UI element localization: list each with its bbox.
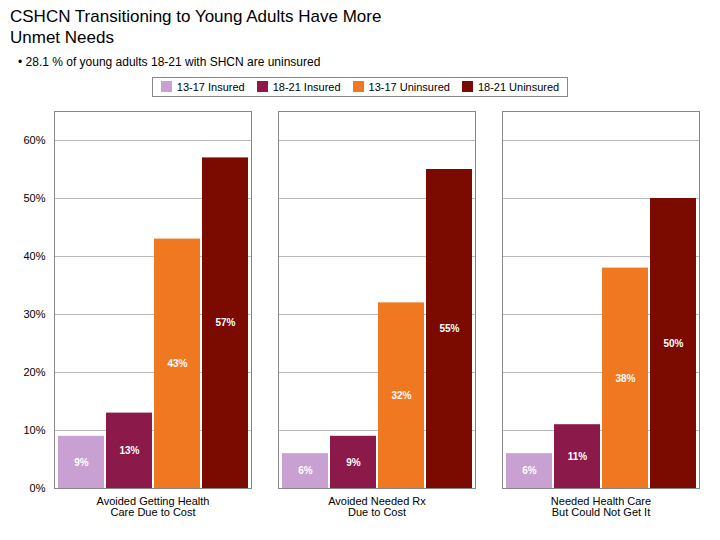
svg-text:10%: 10%	[23, 424, 45, 436]
svg-text:43%: 43%	[167, 358, 187, 369]
svg-text:32%: 32%	[391, 389, 411, 400]
svg-text:60%: 60%	[23, 134, 45, 146]
svg-text:50%: 50%	[23, 192, 45, 204]
svg-text:55%: 55%	[439, 323, 459, 334]
svg-text:40%: 40%	[23, 250, 45, 262]
svg-text:0%: 0%	[30, 482, 46, 494]
svg-text:30%: 30%	[23, 308, 45, 320]
html-text:CSHCN Transitioning to Young A: CSHCN Transitioning to Young Adults Have…	[10, 7, 382, 48]
html-text:18-21 Uninsured: 18-21 Uninsured	[477, 80, 560, 93]
svg-text:50%: 50%	[663, 337, 683, 348]
svg-text:Avoided Getting HealthCare Due: Avoided Getting HealthCare Due to Cost	[97, 495, 210, 518]
svg-text:20%: 20%	[23, 366, 45, 378]
svg-text:11%: 11%	[568, 450, 588, 461]
html-text:13-17 Insured: 13-17 Insured	[176, 80, 245, 93]
svg-text:38%: 38%	[615, 372, 635, 383]
svg-text:Avoided Needed RxDue to Cost: Avoided Needed RxDue to Cost	[328, 495, 426, 518]
html-text:• 28.1 % of young adults 18-21: • 28.1 % of young adults 18-21 with SHCN…	[18, 54, 321, 69]
svg-text:6%: 6%	[522, 465, 537, 476]
svg-text:57%: 57%	[215, 317, 235, 328]
html-text:18-21 Insured: 18-21 Insured	[272, 80, 341, 93]
svg-text:6%: 6%	[298, 465, 313, 476]
svg-text:13%: 13%	[119, 445, 139, 456]
svg-text:Needed Health CareBut Could No: Needed Health CareBut Could Not Get It	[551, 495, 651, 518]
html-text:13-17 Uninsured: 13-17 Uninsured	[368, 80, 450, 93]
svg-text:9%: 9%	[74, 456, 89, 467]
svg-text:9%: 9%	[346, 456, 361, 467]
